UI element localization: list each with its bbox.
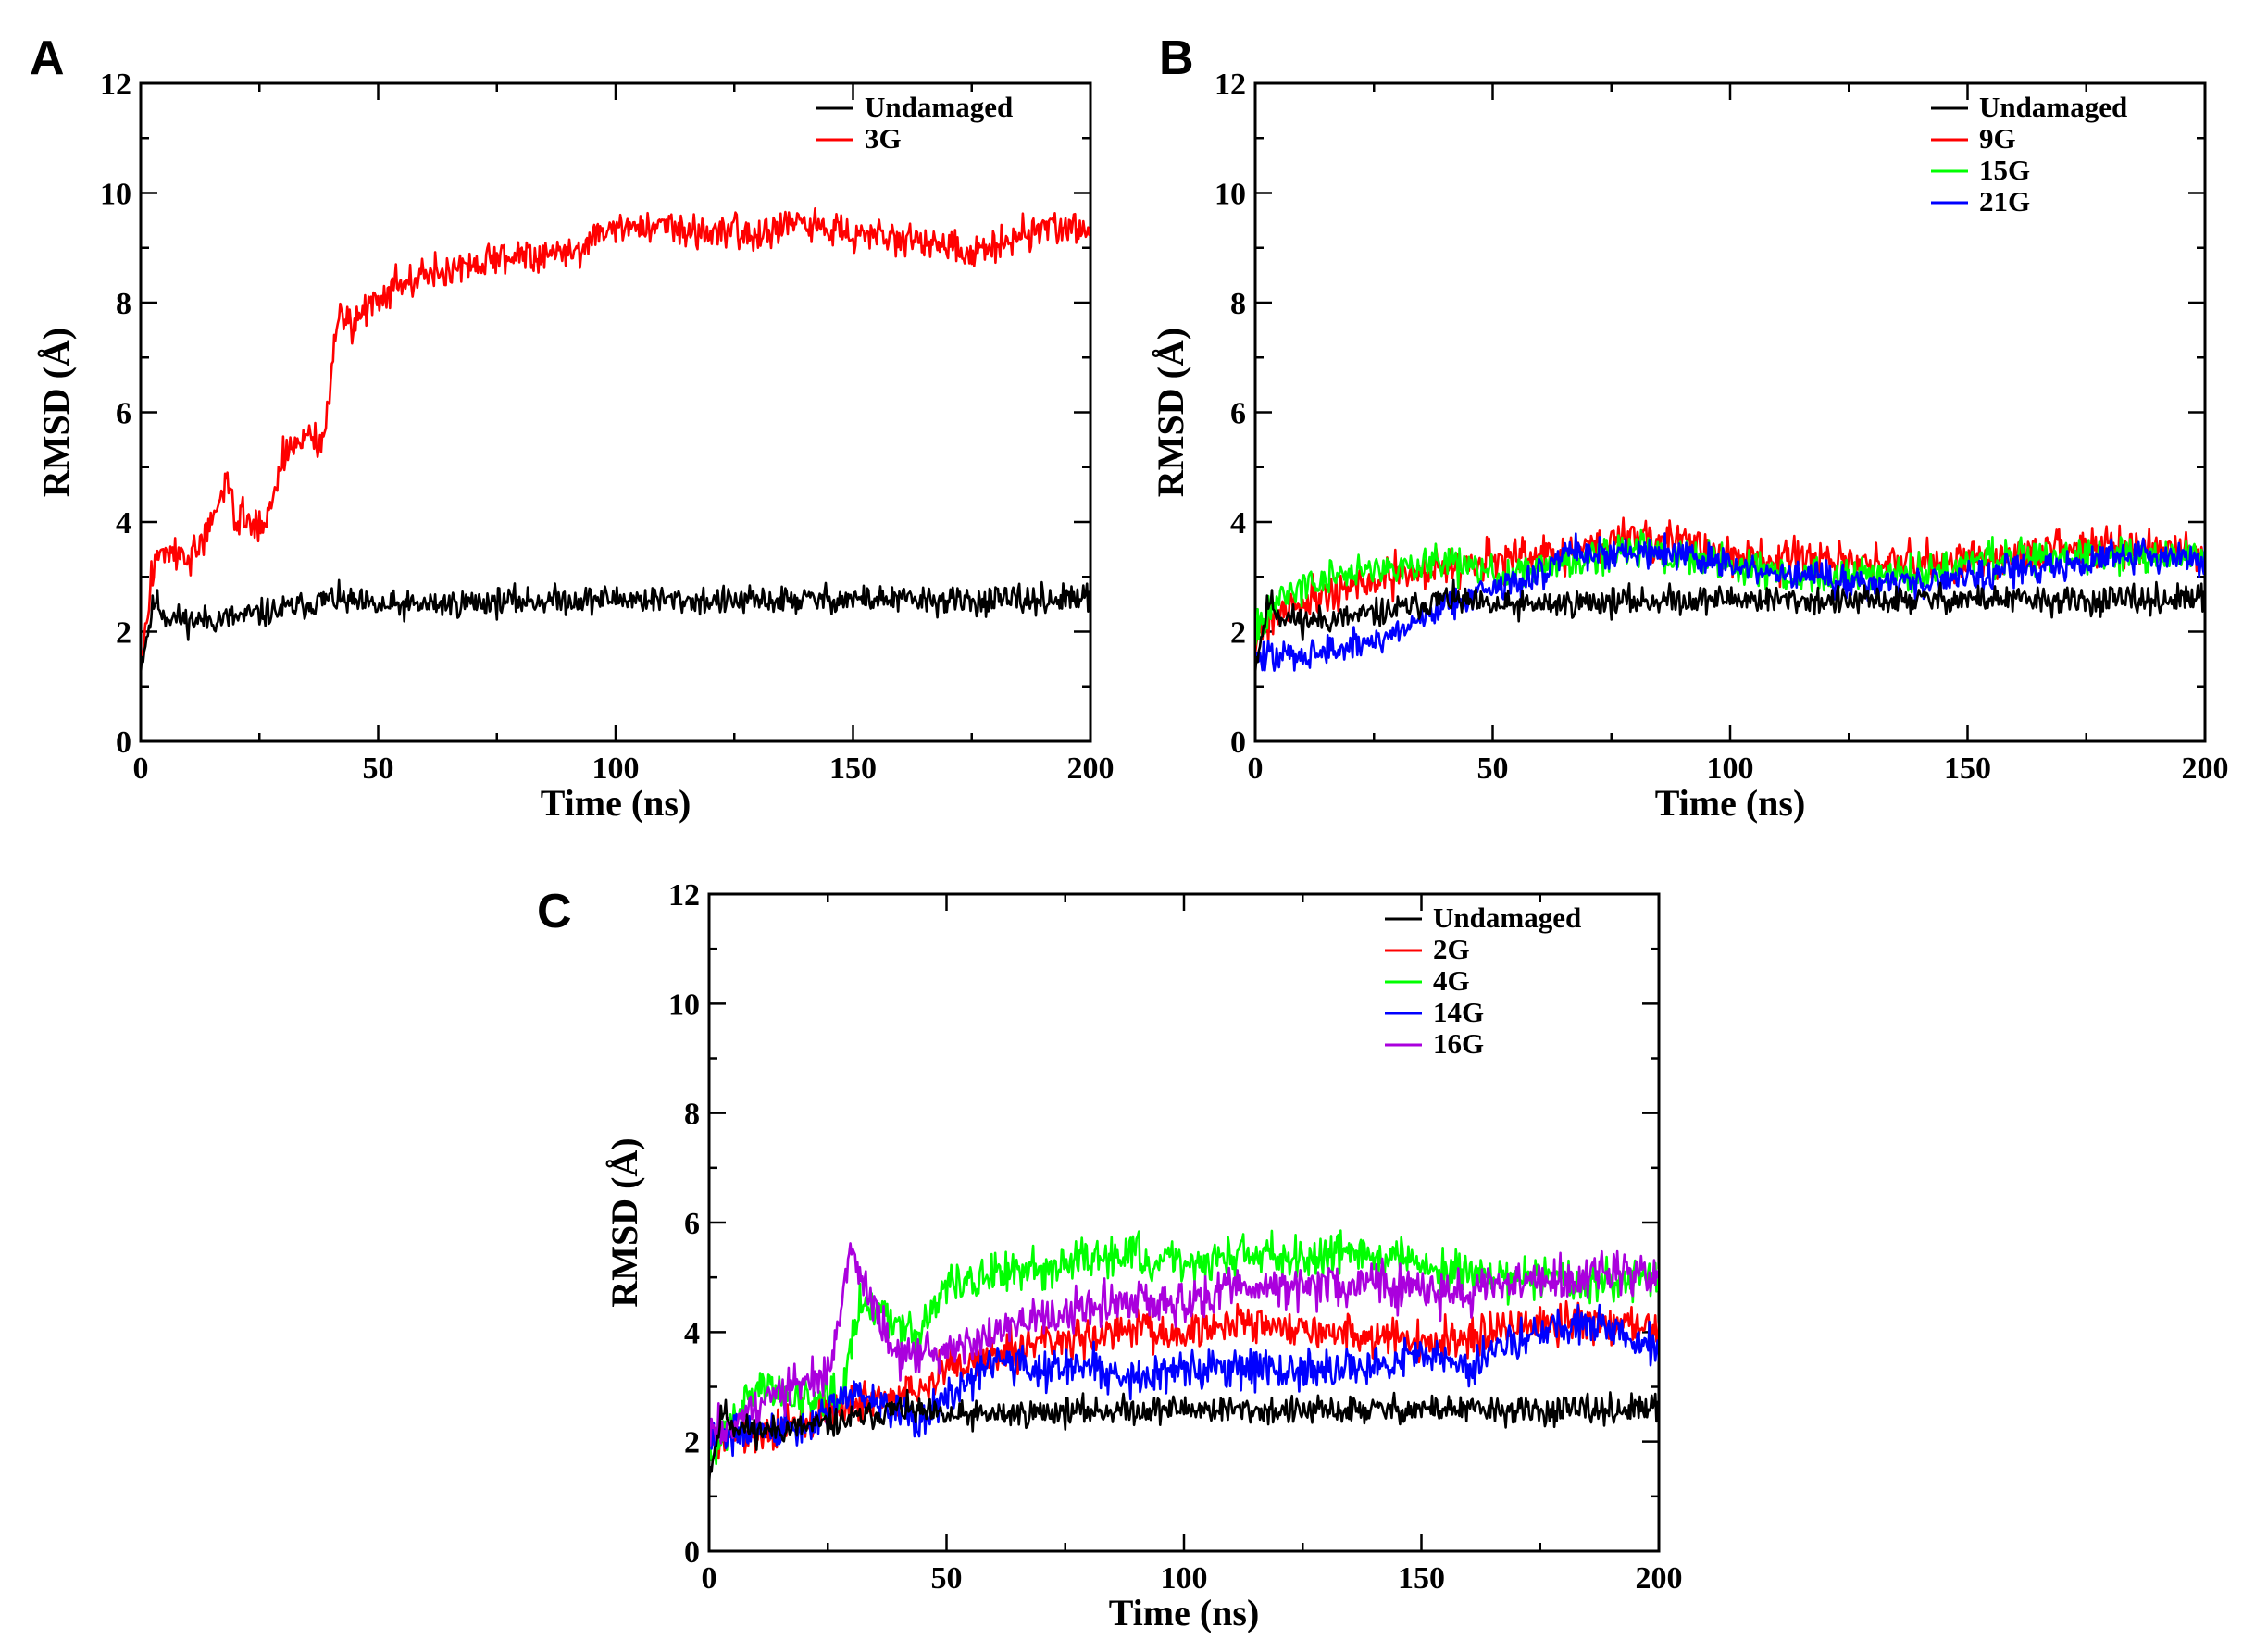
panel-b: B 0 50 100 150 200 0 2 4 6 8 10 12 Time (ns) RMSD (Å) U… — [1150, 31, 2229, 824]
panel-c: C 0 50 100 150 200 0 2 4 6 8 10 12 Time (ns) RMSD (Å) U… — [537, 878, 1683, 1633]
x-tick-label: 150 — [1944, 751, 1991, 786]
series-line-21g — [1256, 532, 2204, 672]
y-tick-label: 0 — [684, 1535, 700, 1570]
y-tick-label: 4 — [116, 506, 131, 540]
y-tick-label: 4 — [1230, 506, 1246, 540]
x-tick-label: 100 — [1707, 751, 1754, 786]
y-tick-label: 10 — [1215, 178, 1246, 212]
x-tick-label: 0 — [702, 1561, 717, 1596]
y-tick-label: 0 — [1230, 726, 1246, 760]
legend-label: 9G — [1979, 122, 2016, 155]
legend-label: 2G — [1433, 933, 1470, 965]
x-tick-label: 100 — [1161, 1561, 1208, 1596]
series-line-3g — [142, 207, 1090, 667]
y-tick-label: 6 — [116, 397, 131, 431]
y-axis-title: RMSD (Å) — [604, 1137, 645, 1307]
x-tick-label: 100 — [592, 751, 640, 786]
legend-label: 16G — [1433, 1027, 1484, 1060]
panel-letter: B — [1159, 31, 1194, 85]
series-line-2g — [710, 1299, 1658, 1460]
y-tick-label: 12 — [1215, 68, 1246, 102]
y-tick-label: 4 — [684, 1316, 700, 1350]
y-tick-label: 12 — [100, 68, 131, 102]
y-tick-label: 10 — [100, 178, 131, 212]
y-tick-label: 12 — [668, 878, 700, 913]
y-tick-label: 8 — [1230, 287, 1246, 321]
x-tick-label: 200 — [1067, 751, 1115, 786]
legend-label: 3G — [865, 122, 902, 155]
x-tick-label: 150 — [1398, 1561, 1445, 1596]
legend-label: Undamaged — [1979, 91, 2127, 123]
x-tick-label: 200 — [1636, 1561, 1683, 1596]
x-tick-label: 50 — [363, 751, 394, 786]
y-axis-title: RMSD (Å) — [1150, 328, 1191, 497]
x-tick-label: 200 — [2182, 751, 2229, 786]
y-tick-label: 2 — [684, 1426, 700, 1460]
x-tick-label: 50 — [1477, 751, 1509, 786]
plot-frame — [707, 892, 1661, 1553]
y-tick-label: 6 — [684, 1207, 700, 1241]
panel-letter: A — [30, 31, 65, 85]
y-tick-label: 8 — [684, 1098, 700, 1132]
x-axis-title: Time (ns) — [1109, 1592, 1260, 1633]
legend-label: 15G — [1979, 154, 2030, 186]
series-line-undamaged — [142, 578, 1090, 674]
series-line-undamaged — [710, 1388, 1658, 1484]
legend-label: 14G — [1433, 996, 1484, 1028]
series-line-16g — [710, 1242, 1658, 1447]
plot-frame — [139, 81, 1092, 743]
y-tick-label: 0 — [116, 726, 131, 760]
series-line-4g — [710, 1229, 1658, 1466]
legend-label: Undamaged — [865, 91, 1013, 123]
panel-a: A 0 50 100 150 200 0 2 4 6 8 10 12 Time (ns) RMSD (Å) U… — [30, 31, 1115, 824]
y-tick-label: 8 — [116, 287, 131, 321]
y-tick-label: 2 — [1230, 616, 1246, 651]
x-tick-label: 50 — [931, 1561, 963, 1596]
panel-letter: C — [537, 885, 572, 938]
series-line-14g — [710, 1303, 1658, 1458]
plot-frame — [1253, 81, 2207, 743]
legend-label: 4G — [1433, 964, 1470, 997]
x-tick-label: 150 — [829, 751, 877, 786]
legend-label: Undamaged — [1433, 901, 1581, 934]
y-tick-label: 2 — [116, 616, 131, 651]
x-tick-label: 0 — [133, 751, 149, 786]
legend-label: 21G — [1979, 185, 2030, 217]
y-tick-label: 6 — [1230, 397, 1246, 431]
x-axis-title: Time (ns) — [1655, 782, 1806, 824]
x-tick-label: 0 — [1248, 751, 1264, 786]
y-tick-label: 10 — [668, 987, 700, 1022]
series-line-undamaged — [1256, 578, 2204, 674]
y-axis-title: RMSD (Å) — [35, 328, 77, 497]
x-axis-title: Time (ns) — [541, 782, 691, 824]
